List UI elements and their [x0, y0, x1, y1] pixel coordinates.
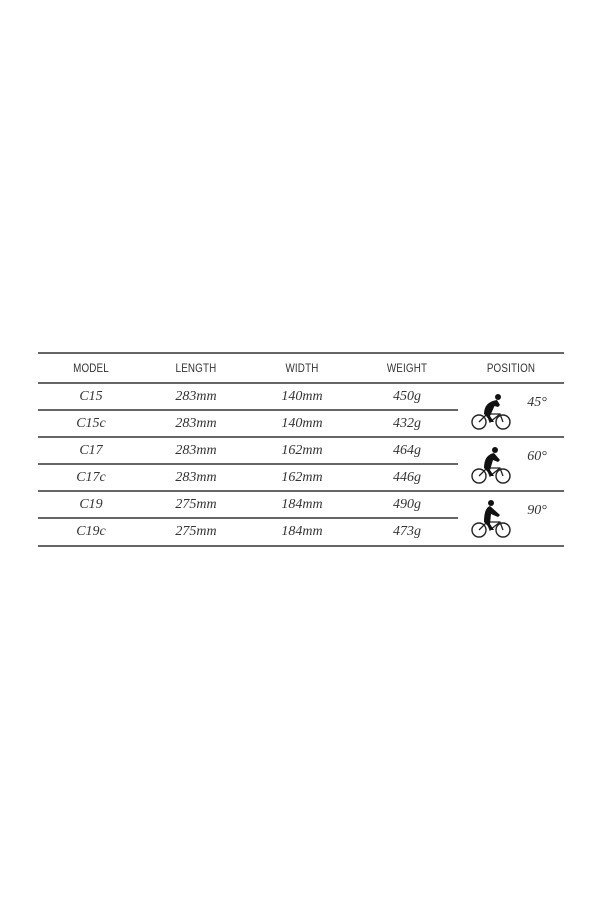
- cell-width: 140mm: [281, 416, 323, 431]
- cell-length: 283mm: [175, 470, 217, 485]
- cell-weight: 490g: [393, 497, 421, 512]
- cell-width: 184mm: [281, 497, 323, 512]
- header-model: MODEL: [73, 361, 109, 375]
- position-angle: 60°: [527, 449, 547, 464]
- cell-model: C19: [79, 497, 103, 512]
- cell-model: C17c: [76, 470, 106, 485]
- cell-length: 283mm: [175, 389, 217, 404]
- header-position: POSITION: [486, 361, 536, 375]
- cell-weight: 432g: [393, 416, 421, 431]
- cyclist-icon: [471, 447, 511, 484]
- cell-model: C15c: [76, 416, 106, 431]
- row-divider: [38, 463, 458, 465]
- cell-weight: 464g: [393, 443, 421, 458]
- size-table: MODEL LENGTH WIDTH WEIGHT POSITION C15 28…: [38, 352, 564, 548]
- row-divider: [38, 436, 564, 438]
- cell-model: C15: [79, 389, 103, 404]
- row-divider: [38, 409, 458, 411]
- position-angle: 90°: [527, 503, 547, 518]
- row-divider: [38, 490, 564, 492]
- header-weight: WEIGHT: [386, 361, 428, 375]
- position-angle: 45°: [527, 395, 547, 410]
- table-top-border: [38, 352, 564, 354]
- cell-width: 162mm: [281, 443, 323, 458]
- row-divider: [38, 545, 564, 547]
- cell-length: 283mm: [175, 443, 217, 458]
- header-length: LENGTH: [175, 361, 217, 375]
- row-divider: [38, 517, 458, 519]
- row-divider: [38, 382, 564, 384]
- header-width: WIDTH: [285, 361, 319, 375]
- cyclist-icon: [471, 394, 511, 430]
- cell-weight: 473g: [393, 524, 421, 539]
- cell-model: C19c: [76, 524, 106, 539]
- cell-model: C17: [79, 443, 103, 458]
- cyclist-icon: [471, 500, 511, 538]
- cell-length: 283mm: [175, 416, 217, 431]
- cell-width: 140mm: [281, 389, 323, 404]
- cell-weight: 446g: [393, 470, 421, 485]
- cell-weight: 450g: [393, 389, 421, 404]
- cell-width: 184mm: [281, 524, 323, 539]
- cell-width: 162mm: [281, 470, 323, 485]
- cell-length: 275mm: [175, 497, 217, 512]
- cell-length: 275mm: [175, 524, 217, 539]
